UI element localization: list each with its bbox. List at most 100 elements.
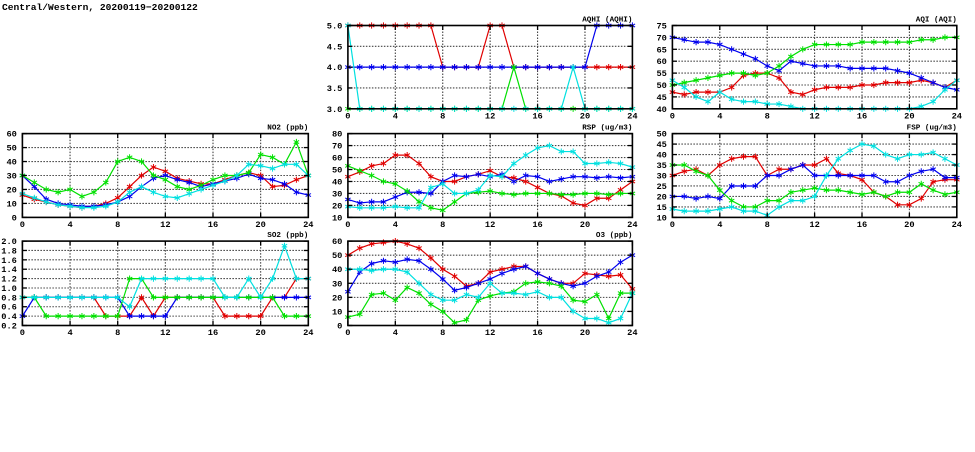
svg-text:10: 10 xyxy=(332,307,342,317)
svg-text:60: 60 xyxy=(332,154,342,164)
svg-text:1.6: 1.6 xyxy=(1,256,17,266)
svg-text:40: 40 xyxy=(332,177,342,187)
svg-text:8: 8 xyxy=(440,328,445,338)
svg-text:AQHI (AQHI): AQHI (AQHI) xyxy=(582,17,632,25)
svg-text:10: 10 xyxy=(656,213,666,223)
svg-text:50: 50 xyxy=(332,166,342,176)
svg-text:0: 0 xyxy=(345,111,350,121)
svg-text:0: 0 xyxy=(670,111,675,121)
svg-text:65: 65 xyxy=(656,45,666,55)
svg-text:0.8: 0.8 xyxy=(1,293,17,303)
svg-text:12: 12 xyxy=(485,328,495,338)
svg-text:20: 20 xyxy=(255,328,265,338)
svg-text:20: 20 xyxy=(580,328,590,338)
svg-text:60: 60 xyxy=(332,237,342,247)
svg-text:0: 0 xyxy=(20,220,25,230)
svg-text:0: 0 xyxy=(670,220,675,230)
svg-text:AQI (AQI): AQI (AQI) xyxy=(916,17,957,25)
svg-text:12: 12 xyxy=(160,220,170,230)
svg-text:30: 30 xyxy=(332,279,342,289)
svg-text:16: 16 xyxy=(857,111,867,121)
svg-text:4: 4 xyxy=(393,328,398,338)
svg-text:35: 35 xyxy=(656,161,666,171)
svg-text:8: 8 xyxy=(440,220,445,230)
svg-text:0: 0 xyxy=(12,213,17,223)
svg-text:16: 16 xyxy=(208,328,218,338)
svg-text:0: 0 xyxy=(345,328,350,338)
svg-text:RSP (ug/m3): RSP (ug/m3) xyxy=(582,125,632,133)
svg-text:25: 25 xyxy=(656,182,666,192)
svg-text:1.0: 1.0 xyxy=(1,284,17,294)
svg-text:20: 20 xyxy=(904,220,914,230)
svg-text:0: 0 xyxy=(345,220,350,230)
svg-text:2.0: 2.0 xyxy=(1,237,17,247)
svg-text:NO2 (ppb): NO2 (ppb) xyxy=(267,125,308,133)
svg-text:50: 50 xyxy=(332,251,342,261)
svg-text:1.2: 1.2 xyxy=(1,275,17,285)
svg-text:8: 8 xyxy=(440,111,445,121)
svg-text:40: 40 xyxy=(332,265,342,275)
svg-text:40: 40 xyxy=(656,151,666,161)
svg-text:10: 10 xyxy=(332,213,342,223)
svg-text:FSP (ug/m3): FSP (ug/m3) xyxy=(907,125,957,133)
svg-text:8: 8 xyxy=(115,220,120,230)
svg-text:4: 4 xyxy=(67,220,72,230)
svg-text:0: 0 xyxy=(20,328,25,338)
svg-text:20: 20 xyxy=(656,192,666,202)
svg-text:0.6: 0.6 xyxy=(1,303,17,313)
svg-text:0: 0 xyxy=(337,322,342,332)
svg-text:20: 20 xyxy=(332,293,342,303)
svg-text:20: 20 xyxy=(255,220,265,230)
svg-text:24: 24 xyxy=(627,328,637,338)
svg-text:5.0: 5.0 xyxy=(327,22,343,32)
svg-text:60: 60 xyxy=(6,130,16,140)
svg-text:75: 75 xyxy=(656,22,666,32)
svg-text:24: 24 xyxy=(627,111,637,121)
svg-text:24: 24 xyxy=(303,328,313,338)
svg-text:20: 20 xyxy=(6,185,16,195)
svg-text:4.0: 4.0 xyxy=(327,63,343,73)
svg-text:4: 4 xyxy=(67,328,72,338)
svg-text:8: 8 xyxy=(765,220,770,230)
svg-text:4: 4 xyxy=(717,220,722,230)
svg-text:0.2: 0.2 xyxy=(1,322,17,332)
svg-text:12: 12 xyxy=(485,111,495,121)
svg-text:SO2 (ppb): SO2 (ppb) xyxy=(267,232,308,240)
svg-text:12: 12 xyxy=(809,111,819,121)
svg-text:8: 8 xyxy=(765,111,770,121)
svg-text:16: 16 xyxy=(857,220,867,230)
svg-text:16: 16 xyxy=(532,111,542,121)
svg-text:16: 16 xyxy=(532,328,542,338)
svg-text:3.5: 3.5 xyxy=(327,84,343,94)
svg-text:0.4: 0.4 xyxy=(1,312,17,322)
svg-text:50: 50 xyxy=(6,144,16,154)
svg-text:15: 15 xyxy=(656,203,666,213)
svg-text:16: 16 xyxy=(208,220,218,230)
svg-text:4.5: 4.5 xyxy=(327,42,343,52)
svg-text:24: 24 xyxy=(952,220,962,230)
svg-text:30: 30 xyxy=(656,172,666,182)
svg-text:40: 40 xyxy=(656,105,666,115)
svg-text:16: 16 xyxy=(532,220,542,230)
svg-text:45: 45 xyxy=(656,140,666,150)
svg-text:70: 70 xyxy=(332,142,342,152)
svg-text:12: 12 xyxy=(485,220,495,230)
svg-text:3.0: 3.0 xyxy=(327,105,343,115)
svg-text:20: 20 xyxy=(580,111,590,121)
svg-text:50: 50 xyxy=(656,81,666,91)
svg-text:24: 24 xyxy=(303,220,313,230)
svg-text:1.8: 1.8 xyxy=(1,246,17,256)
svg-text:45: 45 xyxy=(656,93,666,103)
svg-text:4: 4 xyxy=(393,111,398,121)
svg-text:40: 40 xyxy=(6,158,16,168)
svg-text:10: 10 xyxy=(6,199,16,209)
svg-text:4: 4 xyxy=(393,220,398,230)
svg-text:12: 12 xyxy=(809,220,819,230)
svg-text:4: 4 xyxy=(717,111,722,121)
svg-text:80: 80 xyxy=(332,130,342,140)
svg-text:55: 55 xyxy=(656,69,666,79)
svg-text:30: 30 xyxy=(6,172,16,182)
svg-text:20: 20 xyxy=(332,201,342,211)
svg-text:20: 20 xyxy=(580,220,590,230)
svg-text:24: 24 xyxy=(952,111,962,121)
